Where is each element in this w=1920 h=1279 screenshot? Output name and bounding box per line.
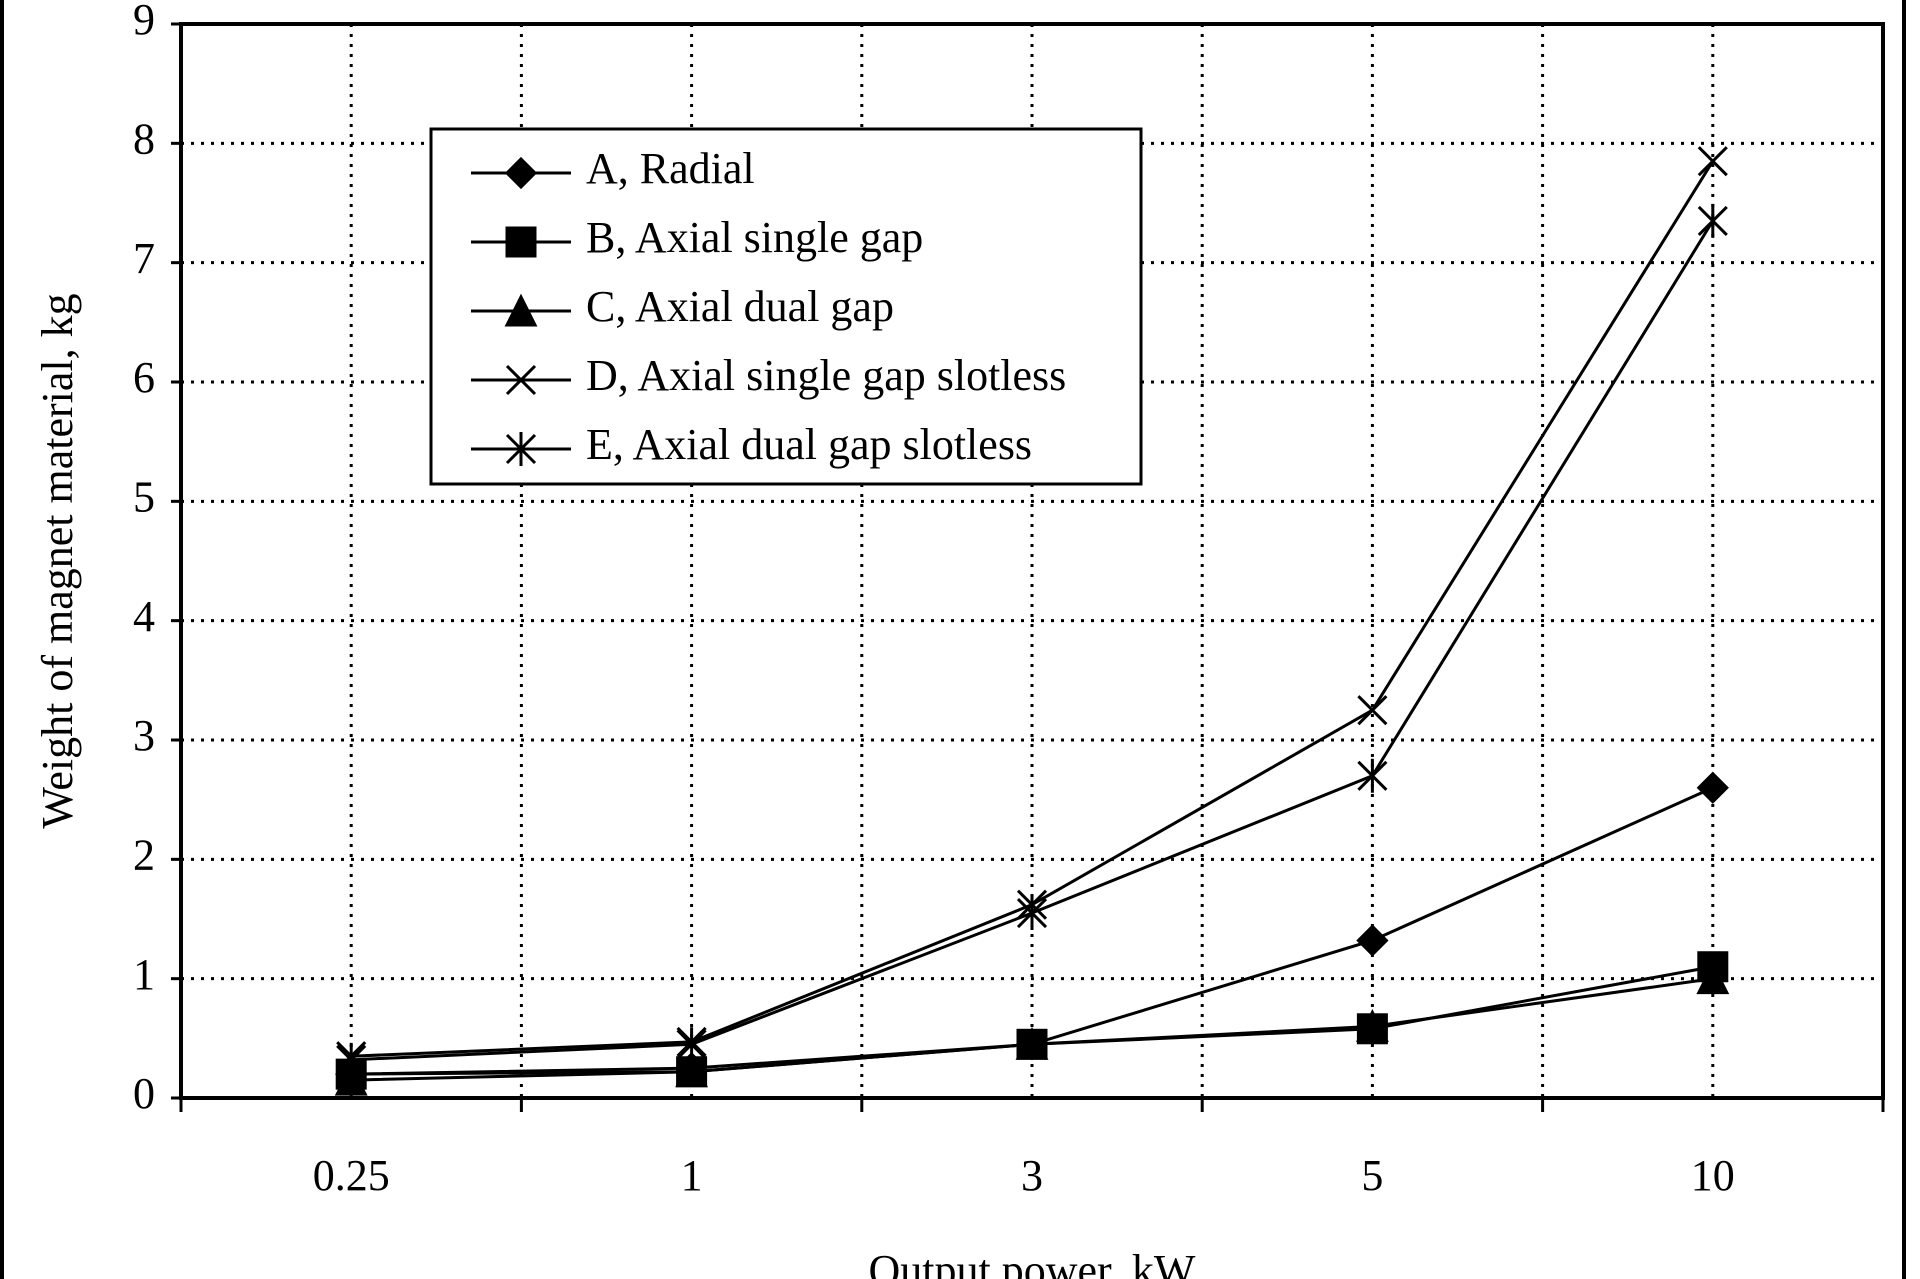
y-axis-label: Weight of magnet material, kg [33,293,82,828]
legend-label: C, Axial dual gap [586,282,894,331]
y-tick-label: 2 [133,830,155,879]
marker [336,1042,367,1077]
y-tick-label: 0 [133,1069,155,1118]
marker [504,156,538,190]
marker [505,226,537,258]
x-tick-label: 3 [1021,1151,1043,1200]
marker [1357,695,1388,726]
legend-box [429,127,1143,486]
legend-label: E, Axial dual gap slotless [586,420,1032,469]
plot-frame [179,22,1885,1100]
x-tick-label: 5 [1361,1151,1383,1200]
marker [676,1027,707,1062]
y-tick-label: 5 [133,472,155,521]
marker [1355,1009,1389,1042]
marker [505,364,537,396]
marker [1697,203,1728,238]
x-tick-label: 1 [681,1151,703,1200]
marker [675,1054,709,1088]
legend-label: B, Axial single gap [586,213,923,262]
y-tick-label: 9 [133,0,155,44]
y-tick-label: 4 [133,592,155,641]
y-tick-label: 7 [133,234,155,283]
legend-label: D, Axial single gap slotless [586,351,1066,400]
marker [1015,1026,1049,1060]
x-tick-label: 10 [1691,1151,1735,1200]
marker [1016,896,1048,931]
marker [1696,771,1729,804]
marker [1697,146,1728,177]
y-tick-label: 1 [133,950,155,999]
marker [505,432,537,466]
y-tick-label: 6 [133,353,155,402]
marker [1357,758,1388,793]
marker [504,293,538,327]
y-tick-label: 3 [133,711,155,760]
x-axis-label: Output power, kW [869,1246,1196,1279]
x-tick-label: 0.25 [313,1151,390,1200]
marker [1696,961,1730,995]
legend-label: A, Radial [586,144,755,193]
marker [334,1062,368,1096]
y-tick-label: 8 [133,114,155,163]
marker [1356,924,1389,957]
